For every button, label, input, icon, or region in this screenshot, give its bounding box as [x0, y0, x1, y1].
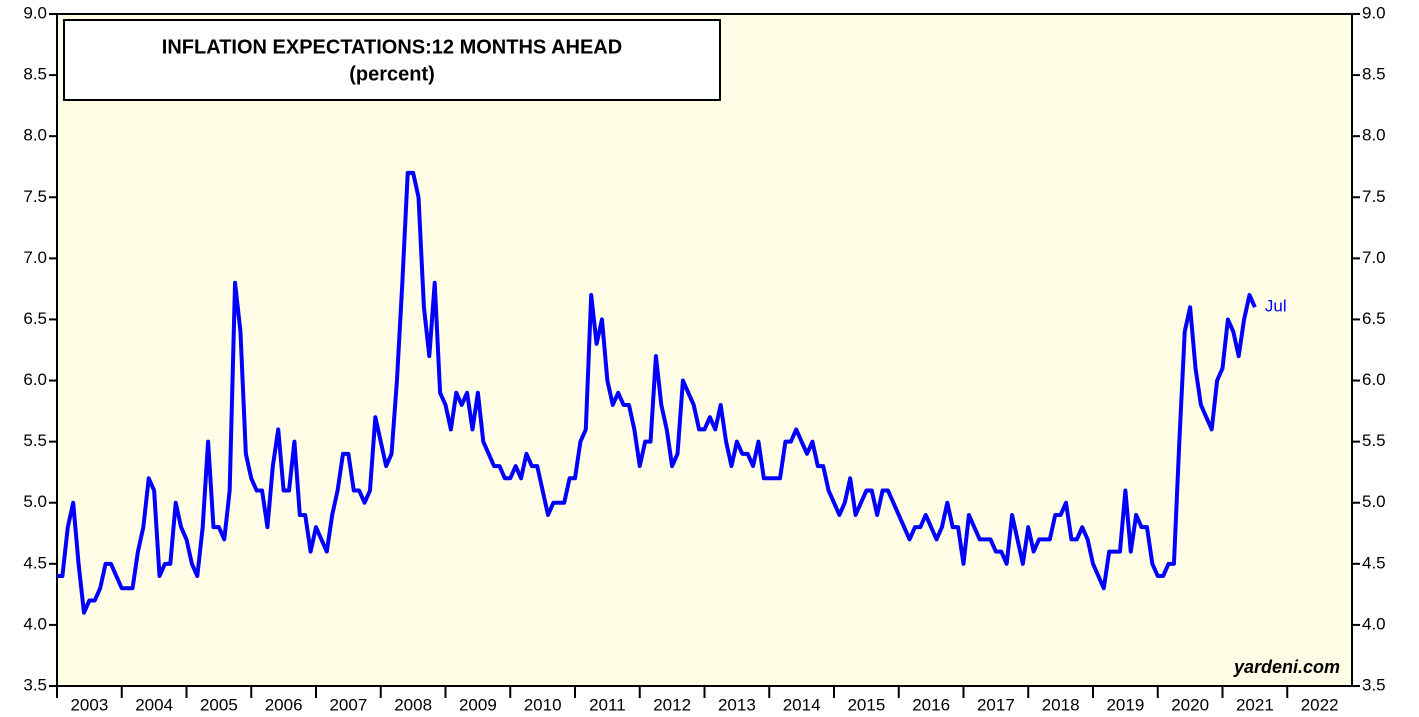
x-tick-label: 2010	[524, 695, 562, 714]
x-tick-label: 2003	[70, 695, 108, 714]
chart-title: INFLATION EXPECTATIONS:12 MONTHS AHEAD	[162, 36, 622, 58]
x-tick-label: 2012	[653, 695, 691, 714]
title-box	[63, 19, 721, 101]
x-tick-label: 2008	[394, 695, 432, 714]
x-tick-label: 2016	[912, 695, 950, 714]
x-tick-label: 2007	[329, 695, 367, 714]
x-tick-label: 2005	[200, 695, 238, 714]
y2-tick-label: 7.5	[1362, 187, 1386, 206]
x-tick-label: 2009	[459, 695, 497, 714]
x-tick-label: 2013	[718, 695, 756, 714]
last-point-label: Jul	[1265, 297, 1287, 316]
x-tick-label: 2019	[1106, 695, 1144, 714]
y-tick-label: 8.0	[23, 126, 47, 145]
x-tick-label: 2017	[977, 695, 1015, 714]
source: yardeni.com	[1233, 657, 1340, 677]
y2-tick-label: 6.5	[1362, 309, 1386, 328]
y-tick-label: 9.0	[23, 3, 47, 22]
x-tick-label: 2020	[1171, 695, 1209, 714]
y-tick-label: 7.0	[23, 248, 47, 267]
y2-tick-label: 7.0	[1362, 248, 1386, 267]
y-tick-label: 6.0	[23, 370, 47, 389]
y2-tick-label: 3.5	[1362, 675, 1386, 694]
line-series	[57, 170, 1257, 615]
y-tick-label: 4.5	[23, 553, 47, 572]
y2-tick-label: 6.0	[1362, 370, 1386, 389]
y-tick-label: 4.0	[23, 614, 47, 633]
y-tick-label: 7.5	[23, 187, 47, 206]
y2-tick-label: 5.0	[1362, 492, 1386, 511]
x-tick-label: 2004	[135, 695, 173, 714]
y-tick-label: 6.5	[23, 309, 47, 328]
x-tick-label: 2018	[1042, 695, 1080, 714]
y-tick-label: 3.5	[23, 675, 47, 694]
x-tick-label: 2014	[783, 695, 821, 714]
y2-tick-label: 4.0	[1362, 614, 1386, 633]
y2-tick-label: 8.0	[1362, 126, 1386, 145]
y-tick-label: 5.5	[23, 431, 47, 450]
y2-tick-label: 5.5	[1362, 431, 1386, 450]
chart-subtitle: (percent)	[349, 63, 435, 85]
x-tick-label: 2011	[589, 695, 626, 714]
y2-tick-label: 8.5	[1362, 65, 1386, 84]
x-tick-label: 2006	[265, 695, 303, 714]
y2-tick-label: 9.0	[1362, 3, 1386, 22]
y-tick-label: 8.5	[23, 65, 47, 84]
y2-tick-label: 4.5	[1362, 553, 1386, 572]
x-tick-label: 2022	[1301, 695, 1339, 714]
plot-area	[56, 13, 1353, 687]
x-tick-label: 2021	[1236, 695, 1274, 714]
x-tick-label: 2015	[847, 695, 885, 714]
y-tick-label: 5.0	[23, 492, 47, 511]
